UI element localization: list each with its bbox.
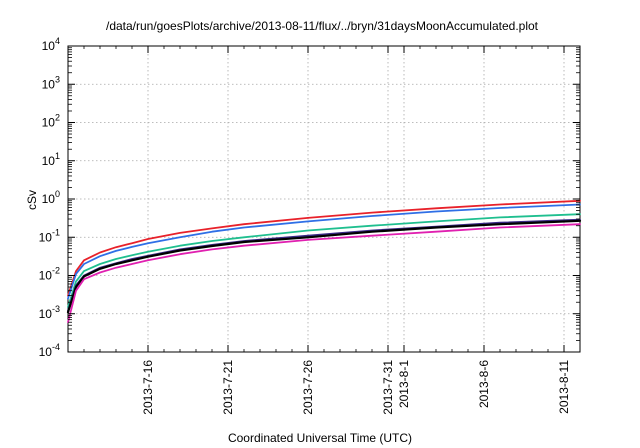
x-tick-label: 2013-7-16	[141, 360, 155, 415]
series-line-1	[67, 199, 581, 297]
x-tick-label: 2013-7-21	[221, 360, 235, 415]
y-tick-label: 100	[42, 189, 60, 206]
series-line-4	[67, 218, 581, 312]
x-tick-label: 2013-8-11	[557, 360, 571, 414]
y-tick-label: 10-3	[39, 304, 60, 321]
y-tick-label: 10-4	[39, 342, 60, 359]
y-tick-label: 103	[42, 74, 60, 91]
x-axis-label: Coordinated Universal Time (UTC)	[228, 431, 412, 445]
series-layer	[66, 199, 582, 324]
x-tick-label: 2013-8-6	[477, 360, 491, 408]
y-tick-label: 101	[42, 151, 60, 168]
chart-title: /data/run/goesPlots/archive/2013-08-11/f…	[106, 19, 539, 33]
series-line-2	[67, 203, 581, 300]
y-tick-label: 102	[42, 113, 60, 130]
grid	[68, 46, 580, 352]
series-line-3	[67, 213, 581, 308]
x-tick-label: 2013-7-26	[301, 360, 315, 415]
y-axis-label: cSv	[25, 190, 39, 210]
y-tick-label: 104	[42, 36, 60, 53]
axes: 10-4 10-3 10-2 10-1 100 101 102 103 104 2013-7-16…	[39, 36, 581, 415]
y-tick-label: 10-1	[39, 227, 60, 244]
series-line-5	[66, 219, 582, 314]
series-line-6	[67, 223, 581, 324]
y-tick-label: 10-2	[39, 266, 60, 283]
x-tick-label: 2013-8-1	[397, 360, 411, 408]
x-tick-label: 2013-7-31	[381, 360, 395, 415]
